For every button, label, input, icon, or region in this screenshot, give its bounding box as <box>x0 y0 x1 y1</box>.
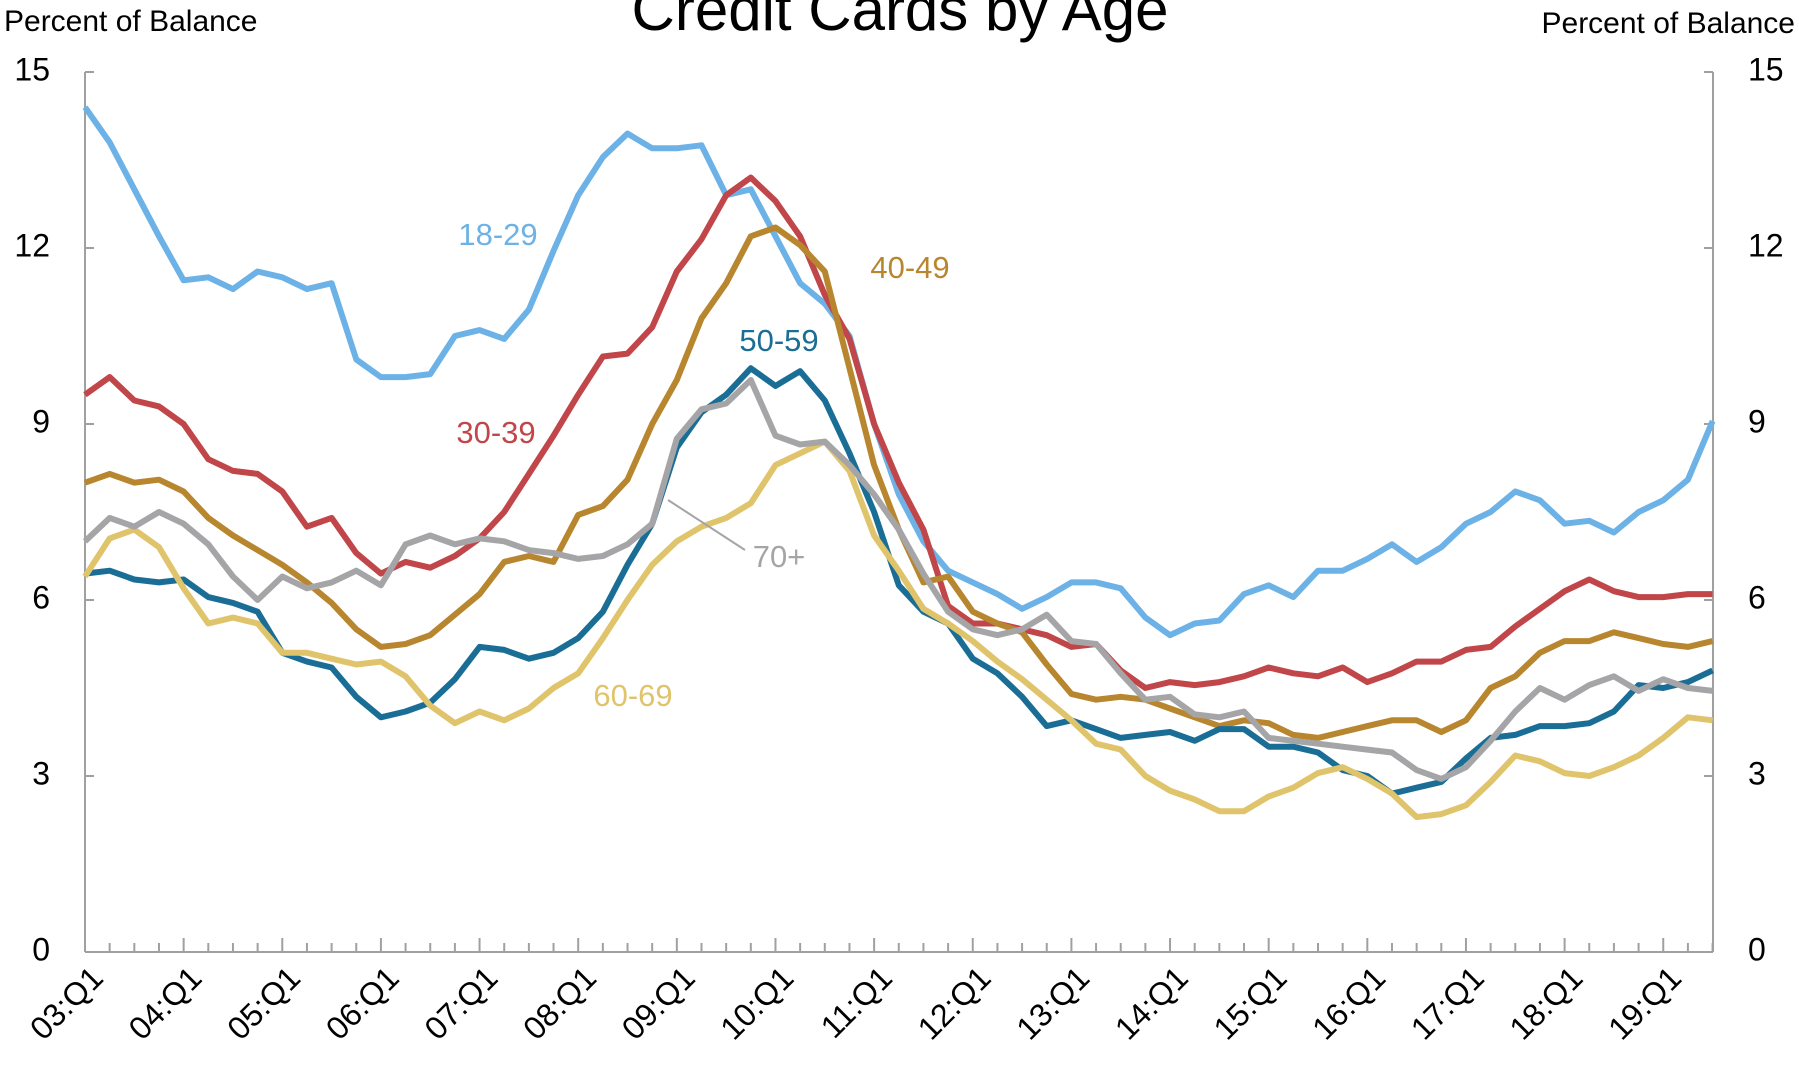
y2-tick-label: 15 <box>1748 51 1784 87</box>
x-tick-label: 11:Q1 <box>814 959 899 1044</box>
x-tick-label: 03:Q1 <box>23 959 110 1046</box>
series-label: 18-29 <box>458 217 537 252</box>
y2-tick-label: 0 <box>1748 931 1766 967</box>
series-line <box>83 174 1713 691</box>
y2-tick-label: 9 <box>1748 403 1766 439</box>
x-tick-label: 13:Q1 <box>1009 959 1096 1046</box>
y-tick-label: 3 <box>32 755 50 791</box>
series-label: 40-49 <box>870 250 949 285</box>
x-tick-label: 10:Q1 <box>713 959 800 1046</box>
y-tick-label: 15 <box>14 51 50 87</box>
x-tick-label: 17:Q1 <box>1404 959 1491 1046</box>
x-tick-label: 18:Q1 <box>1502 959 1589 1046</box>
x-tick-label: 14:Q1 <box>1108 959 1195 1046</box>
x-tick-label: 09:Q1 <box>615 959 702 1046</box>
y-tick-label: 0 <box>32 931 50 967</box>
y2-tick-label: 6 <box>1748 579 1766 615</box>
chart-title: Credit Cards by Age <box>632 0 1169 43</box>
y2-axis-title: Percent of Balance <box>1542 7 1796 40</box>
y-axis-title: Percent of Balance <box>4 5 258 38</box>
series-label: 50-59 <box>739 323 818 358</box>
y-tick-label: 12 <box>14 227 50 263</box>
y2-tick-label: 3 <box>1748 755 1766 791</box>
x-tick-label: 08:Q1 <box>516 959 603 1046</box>
y2-tick-label: 12 <box>1748 227 1784 263</box>
series-label: 30-39 <box>456 415 535 450</box>
series-line <box>82 438 1713 821</box>
label-leader <box>667 499 746 551</box>
x-tick-label: 07:Q1 <box>417 959 504 1046</box>
x-tick-label: 04:Q1 <box>121 959 208 1046</box>
series-line <box>82 377 1713 782</box>
series-line <box>82 105 1716 639</box>
x-tick-label: 19:Q1 <box>1601 959 1688 1046</box>
series-label: 70+ <box>753 539 806 574</box>
y-tick-label: 6 <box>32 579 50 615</box>
y-tick-label: 9 <box>32 403 50 439</box>
series-label: 60-69 <box>593 678 672 713</box>
x-tick-label: 16:Q1 <box>1305 959 1392 1046</box>
x-tick-label: 15:Q1 <box>1207 959 1294 1046</box>
x-tick-label: 05:Q1 <box>220 959 307 1046</box>
x-tick-label: 12:Q1 <box>911 959 998 1046</box>
x-tick-label: 06:Q1 <box>319 959 406 1046</box>
